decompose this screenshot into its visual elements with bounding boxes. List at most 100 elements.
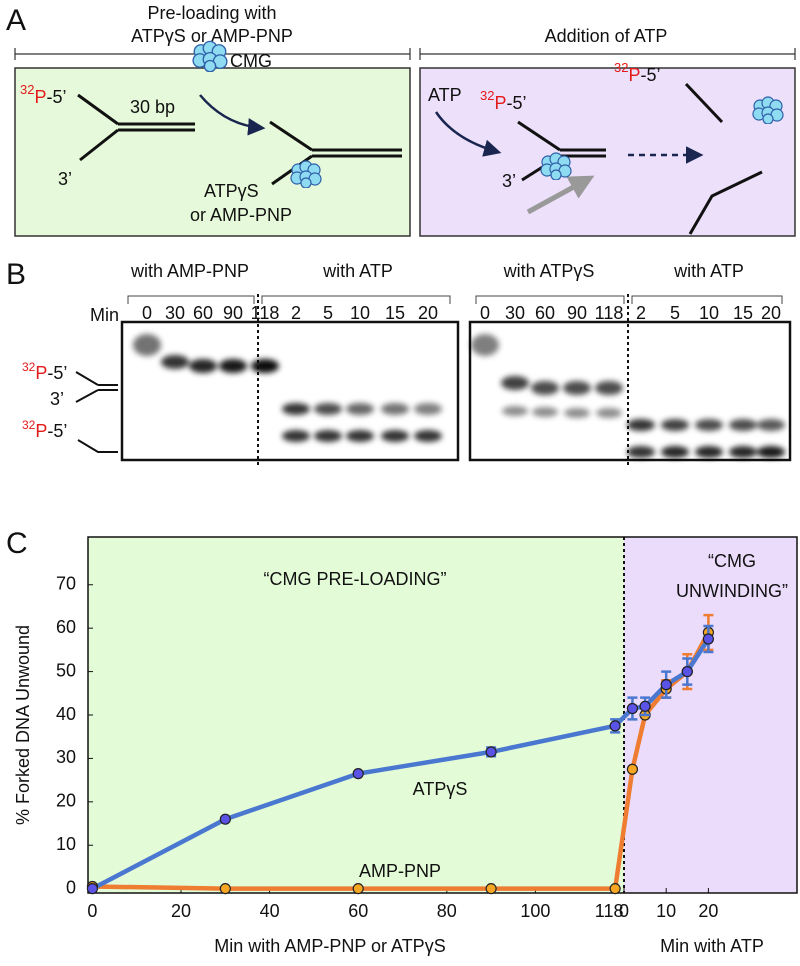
label: 3’ <box>50 389 64 409</box>
brackets <box>14 48 796 60</box>
band <box>757 446 785 458</box>
band <box>596 408 622 418</box>
marker <box>485 746 497 758</box>
gel-header: with ATP <box>322 261 393 281</box>
region <box>88 537 624 893</box>
lane-label: 60 <box>193 303 213 323</box>
band <box>661 419 689 431</box>
marker <box>352 768 364 780</box>
atp-box <box>419 67 796 237</box>
lane-label: 118 <box>595 303 624 323</box>
arrow <box>434 111 502 157</box>
lane-label: 30 <box>165 303 185 323</box>
band <box>502 406 528 416</box>
label: 3’ <box>502 171 516 191</box>
lane-label: 2 <box>636 303 646 323</box>
band <box>729 446 757 458</box>
cmg-icon <box>290 160 322 188</box>
gel-header: with ATP <box>673 261 744 281</box>
marker <box>219 813 231 825</box>
y-tick-label: 10 <box>56 834 76 854</box>
gel-header: with ATPγS <box>503 261 595 281</box>
region-label: “CMG PRE-LOADING” <box>263 569 446 589</box>
band <box>627 446 655 458</box>
band <box>219 359 247 373</box>
band <box>414 430 442 442</box>
lane-label: 5 <box>670 303 680 323</box>
label: ATP <box>428 85 462 105</box>
lane-label: 30 <box>505 303 525 323</box>
marker <box>609 720 621 732</box>
band <box>695 419 723 431</box>
band <box>729 419 757 431</box>
y-axis-title: % Forked DNA Unwound <box>13 625 33 825</box>
x-tick-label: 40 <box>260 901 280 921</box>
y-tick-label: 50 <box>56 660 76 680</box>
panel-letter: A <box>6 4 26 37</box>
marker <box>639 700 651 712</box>
x-tick-label: 100 <box>520 901 550 921</box>
cmg-icon <box>752 96 784 124</box>
x-tick-label: 60 <box>348 901 368 921</box>
band <box>695 446 723 458</box>
lane-label: 0 <box>480 303 490 323</box>
region-label: UNWINDING” <box>676 581 788 601</box>
bands <box>471 334 785 458</box>
x2-tick-label: 10 <box>656 901 676 921</box>
arrow <box>199 94 266 136</box>
x-tick-label: 118 <box>595 901 624 921</box>
band <box>563 381 591 395</box>
label: 32P-5’ <box>20 82 67 106</box>
lane-label: 60 <box>535 303 555 323</box>
arrow <box>526 175 595 215</box>
band <box>161 355 189 369</box>
band <box>595 381 623 395</box>
band <box>381 403 409 415</box>
marker <box>660 679 672 691</box>
lane-label: 90 <box>223 303 243 323</box>
label: 32P-5’ <box>480 88 527 112</box>
label: or AMP-PNP <box>190 205 292 225</box>
y-tick-label: 30 <box>56 747 76 767</box>
band <box>189 359 217 373</box>
y-tick-label: 0 <box>66 877 76 897</box>
x2-tick-label: 20 <box>698 901 718 921</box>
x2-axis-title: Min with ATP <box>660 936 764 956</box>
marker <box>626 702 639 715</box>
marker <box>609 883 621 895</box>
band <box>471 334 499 356</box>
band <box>282 430 310 442</box>
x2-tick-label: 0 <box>619 901 629 921</box>
series-label: ATPγS <box>413 779 468 799</box>
lane-label: 2 <box>291 303 301 323</box>
header: ATPγS or AMP-PNP <box>131 26 293 46</box>
band <box>414 403 442 415</box>
marker <box>702 633 714 645</box>
band <box>251 359 279 373</box>
cmg-icon <box>192 40 228 72</box>
band <box>501 376 529 390</box>
marker <box>86 883 99 895</box>
band <box>757 419 785 431</box>
gel <box>468 320 792 462</box>
lane-label: 20 <box>418 303 438 323</box>
band <box>133 334 161 356</box>
band <box>314 403 342 415</box>
bands <box>133 334 442 442</box>
marker <box>485 883 497 895</box>
band <box>381 430 409 442</box>
lane-label: 15 <box>733 303 753 323</box>
y-tick-label: 60 <box>56 617 76 637</box>
lane-label: 118 <box>251 303 280 323</box>
band <box>314 430 342 442</box>
x-tick-label: 0 <box>87 901 97 921</box>
y-tick-label: 40 <box>56 704 76 724</box>
fork <box>77 82 763 235</box>
lane-label: 15 <box>385 303 405 323</box>
lane-label: 20 <box>761 303 781 323</box>
x-tick-label: 20 <box>171 901 191 921</box>
series-line <box>91 637 711 891</box>
